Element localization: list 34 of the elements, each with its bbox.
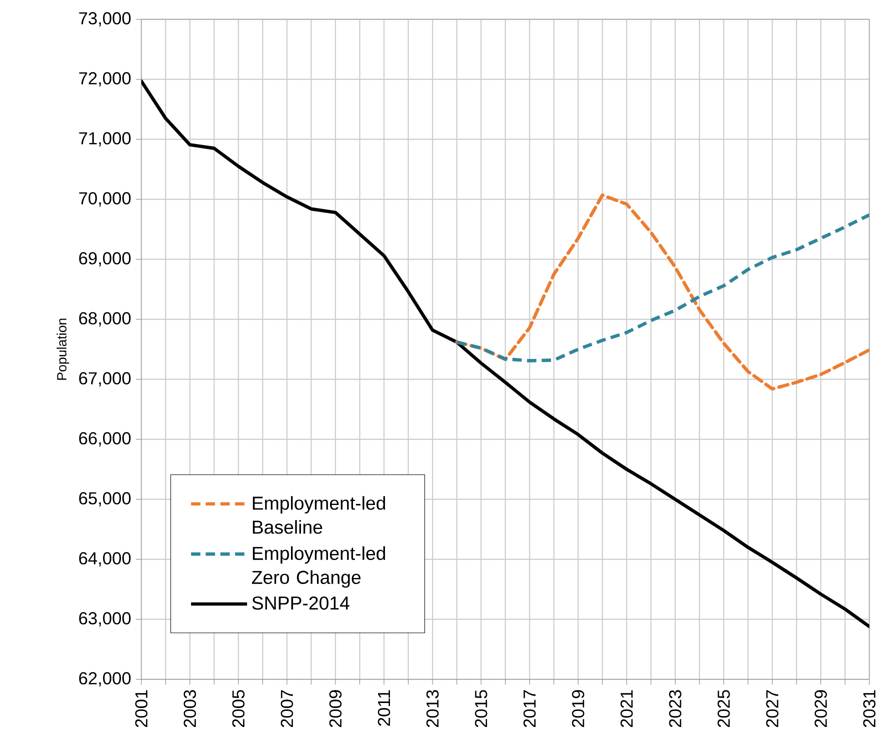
x-tick-label: 2015 <box>474 690 488 728</box>
y-tick-label: 62,000 <box>79 672 131 686</box>
y-tick-label: 63,000 <box>79 612 131 626</box>
y-tick-label: 68,000 <box>79 312 131 326</box>
x-tick-label: 2009 <box>329 690 342 728</box>
legend-label: Employment-led Zero Change <box>252 546 386 588</box>
x-tick-label: 2019 <box>572 690 584 728</box>
y-tick-label: 71,000 <box>79 132 131 146</box>
y-tick-label: 66,000 <box>79 432 131 446</box>
x-tick-label: 2025 <box>718 690 730 728</box>
y-tick-label: 65,000 <box>79 492 131 506</box>
y-tick-label: 70,000 <box>79 192 131 206</box>
x-tick-label: 2013 <box>426 690 439 728</box>
x-tick-label: 2011 <box>378 690 390 726</box>
y-tick-label: 64,000 <box>79 552 131 566</box>
legend-label: Employment-led Baseline <box>252 496 386 534</box>
y-tick-label: 67,000 <box>79 372 131 386</box>
y-axis-title: Population <box>56 318 70 380</box>
x-tick-label: 2017 <box>523 690 536 728</box>
legend-label: SNPP-2014 <box>252 596 350 610</box>
line-series <box>455 193 870 391</box>
y-tick-label: 73,000 <box>79 12 131 26</box>
x-tick-label: 2027 <box>766 690 778 728</box>
x-tick-label: 2031 <box>863 690 876 728</box>
x-tick-label: 2007 <box>280 690 294 728</box>
y-tick-label: 69,000 <box>79 252 131 266</box>
line-series <box>455 213 870 362</box>
x-tick-label: 2021 <box>620 690 633 728</box>
x-tick-label: 2023 <box>669 690 682 728</box>
x-tick-label: 2005 <box>232 690 245 728</box>
x-tick-label: 2003 <box>184 690 196 728</box>
x-tick-label: 2029 <box>814 690 827 728</box>
y-tick-label: 72,000 <box>79 72 131 86</box>
x-tick-label: 2001 <box>135 690 148 728</box>
